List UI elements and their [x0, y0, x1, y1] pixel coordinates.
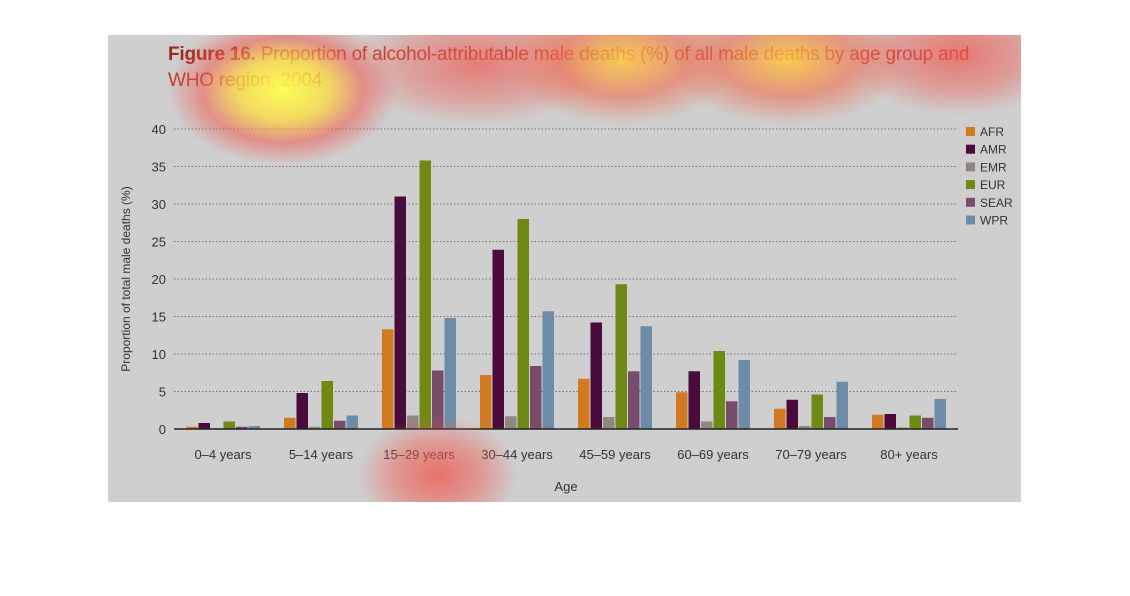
- bar-eur: [909, 415, 921, 429]
- bar-amr: [884, 414, 896, 429]
- chart-title-line-2: WHO region, 2004: [168, 70, 323, 91]
- bar-sear: [628, 371, 640, 429]
- legend-swatch-wpr: [966, 215, 975, 225]
- y-tick-label: 0: [159, 422, 166, 437]
- legend-label-afr: AFR: [980, 125, 1004, 139]
- legend-label-emr: EMR: [980, 160, 1007, 174]
- bar-sear: [334, 420, 346, 429]
- legend-label-amr: AMR: [980, 143, 1007, 157]
- bar-eur: [811, 394, 823, 429]
- x-tick-label: 60–69 years: [677, 447, 749, 462]
- bar-amr: [590, 322, 602, 429]
- bar-amr: [492, 249, 504, 429]
- y-tick-label: 15: [152, 310, 166, 325]
- legend-swatch-afr: [966, 127, 975, 136]
- bar-afr: [284, 417, 296, 429]
- legend-label-wpr: WPR: [980, 214, 1008, 228]
- y-tick-label: 35: [152, 160, 166, 175]
- y-tick-label: 25: [152, 235, 166, 250]
- bar-wpr: [934, 399, 946, 429]
- y-tick-label: 30: [152, 197, 166, 212]
- x-axis-label: Age: [554, 479, 577, 494]
- bar-afr: [774, 408, 786, 429]
- bar-afr: [872, 414, 884, 429]
- bar-sear: [236, 426, 248, 429]
- legend-label-sear: SEAR: [980, 196, 1013, 210]
- bar-eur: [223, 421, 235, 429]
- bar-sear: [922, 417, 934, 429]
- legend-swatch-eur: [966, 180, 975, 190]
- bar-afr: [578, 378, 590, 429]
- bar-afr: [480, 375, 492, 429]
- bar-amr: [786, 399, 798, 429]
- x-tick-label: 0–4 years: [194, 447, 252, 462]
- y-tick-label: 10: [152, 347, 166, 362]
- bar-wpr: [542, 311, 554, 429]
- bar-amr: [688, 371, 700, 429]
- bar-wpr: [836, 381, 848, 429]
- bar-wpr: [248, 426, 260, 429]
- bar-eur: [615, 284, 627, 429]
- chart-figure: 0 5 10 15 20 25 30 35 40 0–4 years 5–14 years 15–29…: [108, 35, 1021, 502]
- legend-swatch-emr: [966, 162, 975, 172]
- x-tick-label: 45–59 years: [579, 447, 651, 462]
- bar-sear: [726, 401, 738, 429]
- bar-wpr: [738, 360, 750, 429]
- y-tick-label: 40: [152, 122, 166, 137]
- bar-wpr: [640, 326, 652, 429]
- bar-eur: [419, 160, 431, 429]
- bar-eur: [517, 219, 529, 429]
- bar-emr: [505, 416, 517, 429]
- bar-amr: [296, 393, 308, 429]
- bar-emr: [309, 426, 321, 429]
- bar-emr: [701, 421, 713, 429]
- bar-sear: [530, 366, 542, 429]
- figure-label: Figure 16.: [168, 44, 256, 65]
- x-tick-label: 70–79 years: [775, 447, 847, 462]
- bar-eur: [321, 381, 333, 429]
- x-tick-label: 15–29 years: [383, 447, 455, 462]
- y-axis-label: Proportion of total male deaths (%): [119, 186, 133, 371]
- y-tick-label: 5: [159, 385, 166, 400]
- legend-swatch-amr: [966, 144, 975, 154]
- bar-sear: [432, 370, 444, 429]
- bar-eur: [713, 351, 725, 429]
- bar-emr: [799, 426, 811, 429]
- bar-afr: [186, 426, 198, 429]
- x-tick-label: 80+ years: [880, 447, 938, 462]
- legend-label-eur: EUR: [980, 178, 1006, 192]
- bar-sear: [824, 417, 836, 429]
- bar-amr: [198, 423, 210, 429]
- bar-chart: 0 5 10 15 20 25 30 35 40 0–4 years 5–14 years 15–29…: [119, 122, 1013, 494]
- x-tick-label: 5–14 years: [289, 447, 354, 462]
- bar-afr: [676, 392, 688, 429]
- figure-title-text: Proportion of alcohol-attributable male …: [255, 44, 970, 65]
- chart-title-line-1: Figure 16. Proportion of alcohol-attribu…: [168, 44, 969, 66]
- bar-wpr: [346, 415, 358, 429]
- x-tick-label: 30–44 years: [481, 447, 553, 462]
- bar-amr: [394, 196, 406, 429]
- bar-afr: [382, 329, 394, 429]
- bar-wpr: [444, 318, 456, 429]
- bar-emr: [603, 417, 615, 429]
- y-tick-label: 20: [152, 272, 166, 287]
- bar-emr: [407, 415, 419, 429]
- legend-swatch-sear: [966, 197, 975, 207]
